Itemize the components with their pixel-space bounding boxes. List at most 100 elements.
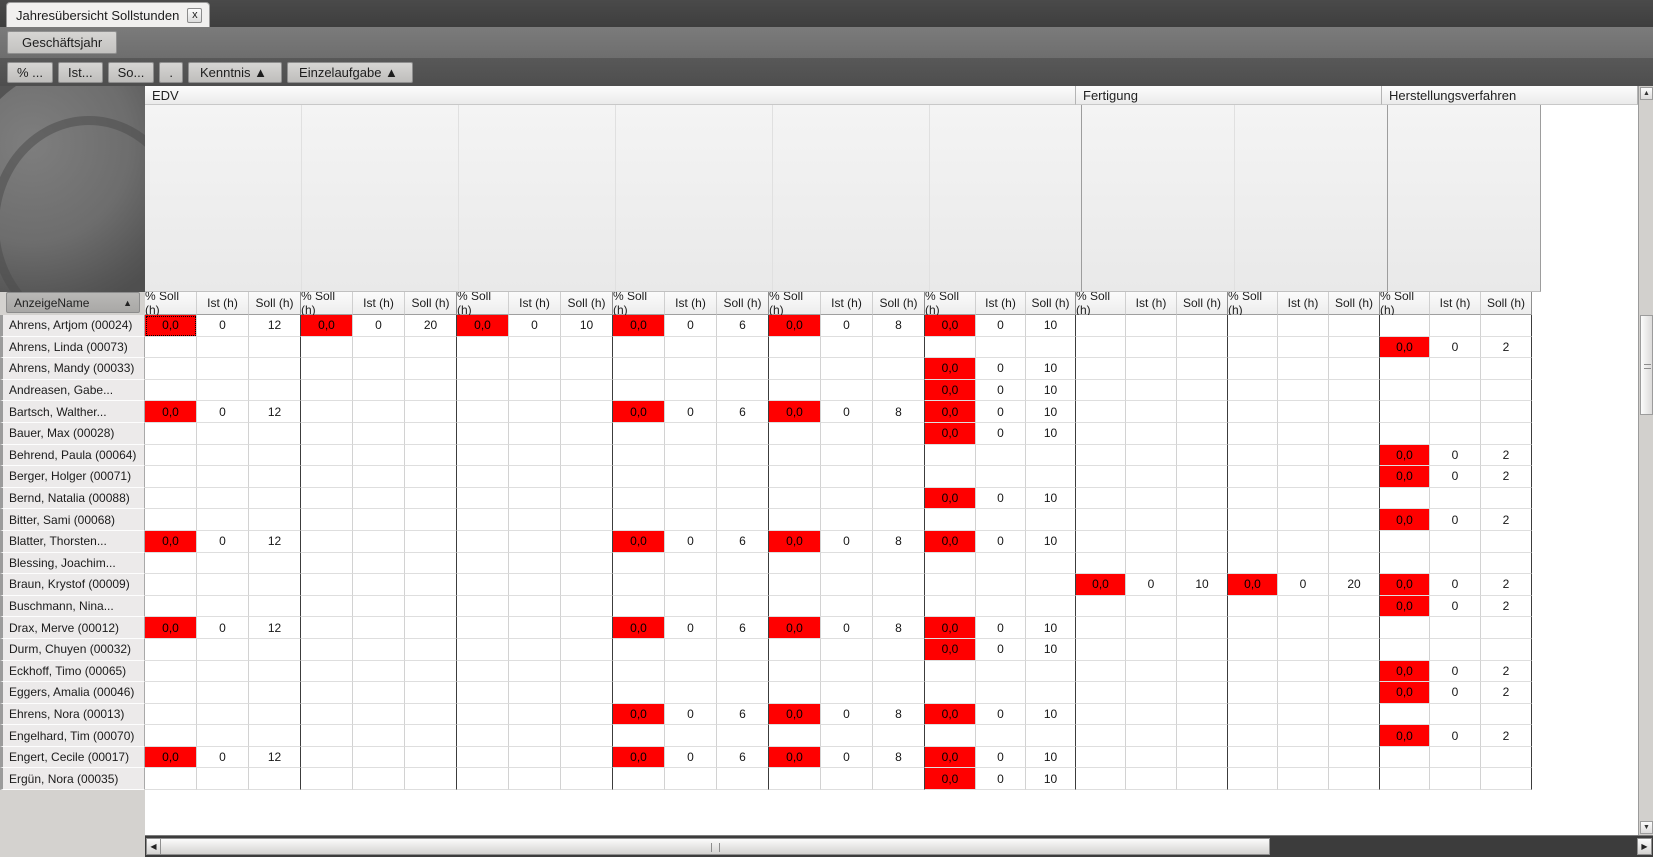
cell-ist[interactable]: 0 xyxy=(976,358,1026,380)
cell-percent-soll[interactable] xyxy=(769,574,821,596)
cell-soll[interactable] xyxy=(1329,444,1380,467)
cell-percent-soll[interactable]: 0,0 xyxy=(1076,574,1126,596)
cell-ist[interactable]: 0 xyxy=(1430,595,1481,618)
cell-ist[interactable] xyxy=(1126,422,1177,445)
cell-ist[interactable] xyxy=(665,725,717,747)
cell-percent-soll[interactable] xyxy=(1228,703,1278,726)
cell-percent-soll[interactable] xyxy=(301,422,353,445)
cell-ist[interactable] xyxy=(821,444,873,467)
cell-ist[interactable] xyxy=(1126,315,1177,337)
name-cell[interactable]: Ehrens, Nora (00013) xyxy=(0,703,145,726)
cell-soll[interactable] xyxy=(873,768,925,791)
cell-soll[interactable]: 10 xyxy=(1026,617,1076,639)
cell-percent-soll[interactable] xyxy=(1228,379,1278,402)
cell-soll[interactable]: 10 xyxy=(1026,638,1076,661)
cell-ist[interactable] xyxy=(976,595,1026,618)
cell-percent-soll[interactable] xyxy=(613,768,665,791)
cell-percent-soll[interactable] xyxy=(457,638,509,661)
cell-ist[interactable] xyxy=(1126,638,1177,661)
vertical-scrollbar[interactable]: ▲ ▼ xyxy=(1638,86,1653,857)
cell-soll[interactable] xyxy=(873,682,925,704)
cell-soll[interactable] xyxy=(1026,660,1076,683)
cell-percent-soll[interactable] xyxy=(925,682,976,704)
cell-percent-soll[interactable]: 0,0 xyxy=(769,530,821,553)
cell-ist[interactable] xyxy=(353,574,405,596)
cell-soll[interactable] xyxy=(405,552,457,575)
cell-percent-soll[interactable] xyxy=(613,574,665,596)
cell-ist[interactable]: 0 xyxy=(821,530,873,553)
name-cell[interactable]: Blatter, Thorsten... xyxy=(0,530,145,553)
cell-ist[interactable] xyxy=(821,379,873,402)
table-row[interactable]: 0,0 0 2 xyxy=(145,682,1638,704)
cell-soll[interactable] xyxy=(561,466,613,488)
cell-ist[interactable] xyxy=(353,422,405,445)
cell-soll[interactable] xyxy=(1026,595,1076,618)
cell-ist[interactable] xyxy=(1126,617,1177,639)
cell-ist[interactable] xyxy=(1430,552,1481,575)
cell-percent-soll[interactable] xyxy=(301,379,353,402)
cell-percent-soll[interactable]: 0,0 xyxy=(145,530,197,553)
cell-percent-soll[interactable] xyxy=(925,595,976,618)
name-cell[interactable]: Buschmann, Nina... xyxy=(0,595,145,618)
cell-percent-soll[interactable] xyxy=(769,768,821,791)
cell-ist[interactable] xyxy=(353,552,405,575)
cell-percent-soll[interactable]: 0,0 xyxy=(925,401,976,423)
cell-soll[interactable] xyxy=(405,660,457,683)
name-cell[interactable]: Braun, Krystof (00009) xyxy=(0,574,145,596)
measure-header-8-1[interactable]: Ist (h) xyxy=(1430,292,1481,315)
cell-ist[interactable]: 0 xyxy=(976,487,1026,510)
cell-ist[interactable] xyxy=(1126,746,1177,769)
cell-soll[interactable]: 10 xyxy=(1026,530,1076,553)
measure-header-3-1[interactable]: Ist (h) xyxy=(665,292,717,315)
cell-ist[interactable] xyxy=(665,444,717,467)
cell-percent-soll[interactable] xyxy=(1228,336,1278,359)
cell-ist[interactable] xyxy=(197,552,249,575)
cell-soll[interactable] xyxy=(1481,487,1532,510)
cell-percent-soll[interactable] xyxy=(613,725,665,747)
cell-soll[interactable] xyxy=(249,552,301,575)
measure-header-2-0[interactable]: % Soll (h) xyxy=(457,289,509,317)
cell-percent-soll[interactable] xyxy=(1228,768,1278,791)
cell-ist[interactable] xyxy=(197,595,249,618)
cell-soll[interactable] xyxy=(561,444,613,467)
cell-ist[interactable] xyxy=(1278,768,1329,791)
cell-percent-soll[interactable]: 0,0 xyxy=(613,315,665,337)
cell-ist[interactable]: 0 xyxy=(976,617,1026,639)
name-cell[interactable]: Durm, Chuyen (00032) xyxy=(0,638,145,661)
cell-soll[interactable] xyxy=(1177,358,1228,380)
cell-percent-soll[interactable] xyxy=(1380,487,1430,510)
cell-soll[interactable]: 2 xyxy=(1481,595,1532,618)
cell-soll[interactable] xyxy=(1481,552,1532,575)
cell-percent-soll[interactable] xyxy=(769,379,821,402)
cell-percent-soll[interactable]: 0,0 xyxy=(925,617,976,639)
cell-ist[interactable] xyxy=(1126,682,1177,704)
cell-ist[interactable]: 0 xyxy=(821,315,873,337)
cell-ist[interactable] xyxy=(1278,530,1329,553)
cell-soll[interactable] xyxy=(405,444,457,467)
cell-percent-soll[interactable] xyxy=(145,552,197,575)
cell-percent-soll[interactable] xyxy=(1228,725,1278,747)
cell-percent-soll[interactable] xyxy=(613,336,665,359)
cell-ist[interactable] xyxy=(1126,552,1177,575)
cell-ist[interactable] xyxy=(197,725,249,747)
table-row[interactable]: 0,0 0 2 xyxy=(145,509,1638,531)
cell-soll[interactable] xyxy=(405,509,457,531)
cell-ist[interactable] xyxy=(509,466,561,488)
cell-percent-soll[interactable] xyxy=(613,379,665,402)
cell-ist[interactable] xyxy=(665,422,717,445)
cell-ist[interactable]: 0 xyxy=(821,401,873,423)
cell-ist[interactable] xyxy=(976,574,1026,596)
cell-percent-soll[interactable] xyxy=(769,336,821,359)
cell-soll[interactable] xyxy=(405,768,457,791)
cell-percent-soll[interactable] xyxy=(1228,422,1278,445)
cell-percent-soll[interactable] xyxy=(301,746,353,769)
cell-soll[interactable]: 6 xyxy=(717,703,769,726)
cell-soll[interactable] xyxy=(249,660,301,683)
cell-ist[interactable]: 0 xyxy=(509,315,561,337)
cell-soll[interactable] xyxy=(561,638,613,661)
cell-ist[interactable]: 0 xyxy=(1430,725,1481,747)
cell-ist[interactable] xyxy=(1430,638,1481,661)
cell-soll[interactable] xyxy=(1177,682,1228,704)
cell-ist[interactable] xyxy=(509,574,561,596)
cell-percent-soll[interactable] xyxy=(145,703,197,726)
